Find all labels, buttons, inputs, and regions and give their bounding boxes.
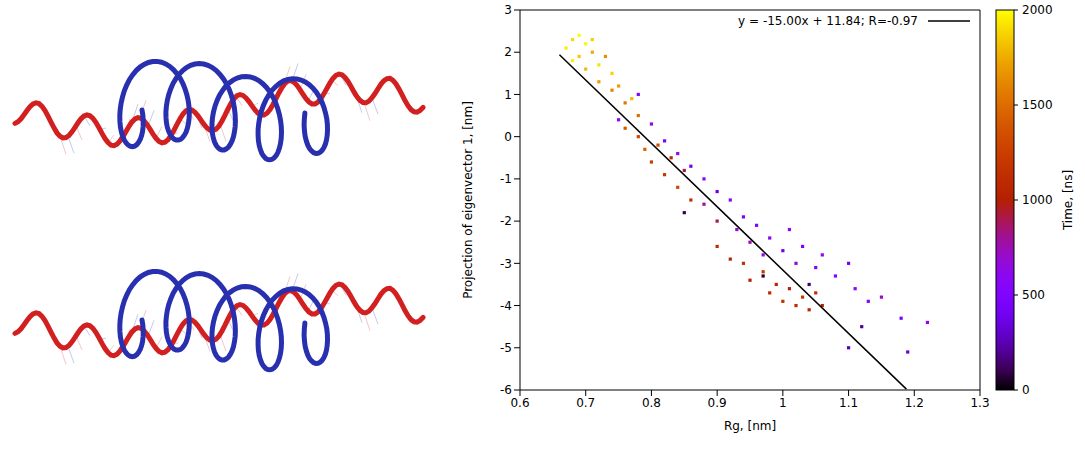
- svg-text:-4: -4: [500, 299, 512, 313]
- svg-text:1000: 1000: [1022, 193, 1053, 207]
- svg-text:1.2: 1.2: [905, 396, 924, 410]
- svg-text:500: 500: [1022, 288, 1045, 302]
- svg-text:Time, [ns]: Time, [ns]: [1061, 170, 1075, 231]
- svg-text:-5: -5: [500, 341, 512, 355]
- svg-text:2000: 2000: [1022, 3, 1053, 17]
- svg-text:-1: -1: [500, 172, 512, 186]
- svg-text:0.6: 0.6: [510, 396, 529, 410]
- svg-text:2: 2: [504, 45, 512, 59]
- svg-text:-2: -2: [500, 214, 512, 228]
- svg-text:0: 0: [1022, 383, 1030, 397]
- svg-text:Rg, [nm]: Rg, [nm]: [724, 419, 776, 433]
- svg-text:-3: -3: [500, 257, 512, 271]
- svg-text:1: 1: [504, 88, 512, 102]
- svg-text:0: 0: [504, 130, 512, 144]
- svg-text:0.7: 0.7: [576, 396, 595, 410]
- html-text:y = -15.00x + 11.84; R=-0.97: y = -15.00x + 11.84; R=-0.97: [738, 14, 918, 28]
- svg-text:1500: 1500: [1022, 98, 1053, 112]
- svg-text:0.9: 0.9: [708, 396, 727, 410]
- svg-text:-6: -6: [500, 383, 512, 397]
- svg-text:3: 3: [504, 3, 512, 17]
- svg-text:Projection of eigenvector 1, [: Projection of eigenvector 1, [nm]: [461, 101, 475, 299]
- svg-text:1.3: 1.3: [970, 396, 989, 410]
- svg-text:0.8: 0.8: [642, 396, 661, 410]
- svg-text:1.1: 1.1: [839, 396, 858, 410]
- svg-text:1: 1: [779, 396, 787, 410]
